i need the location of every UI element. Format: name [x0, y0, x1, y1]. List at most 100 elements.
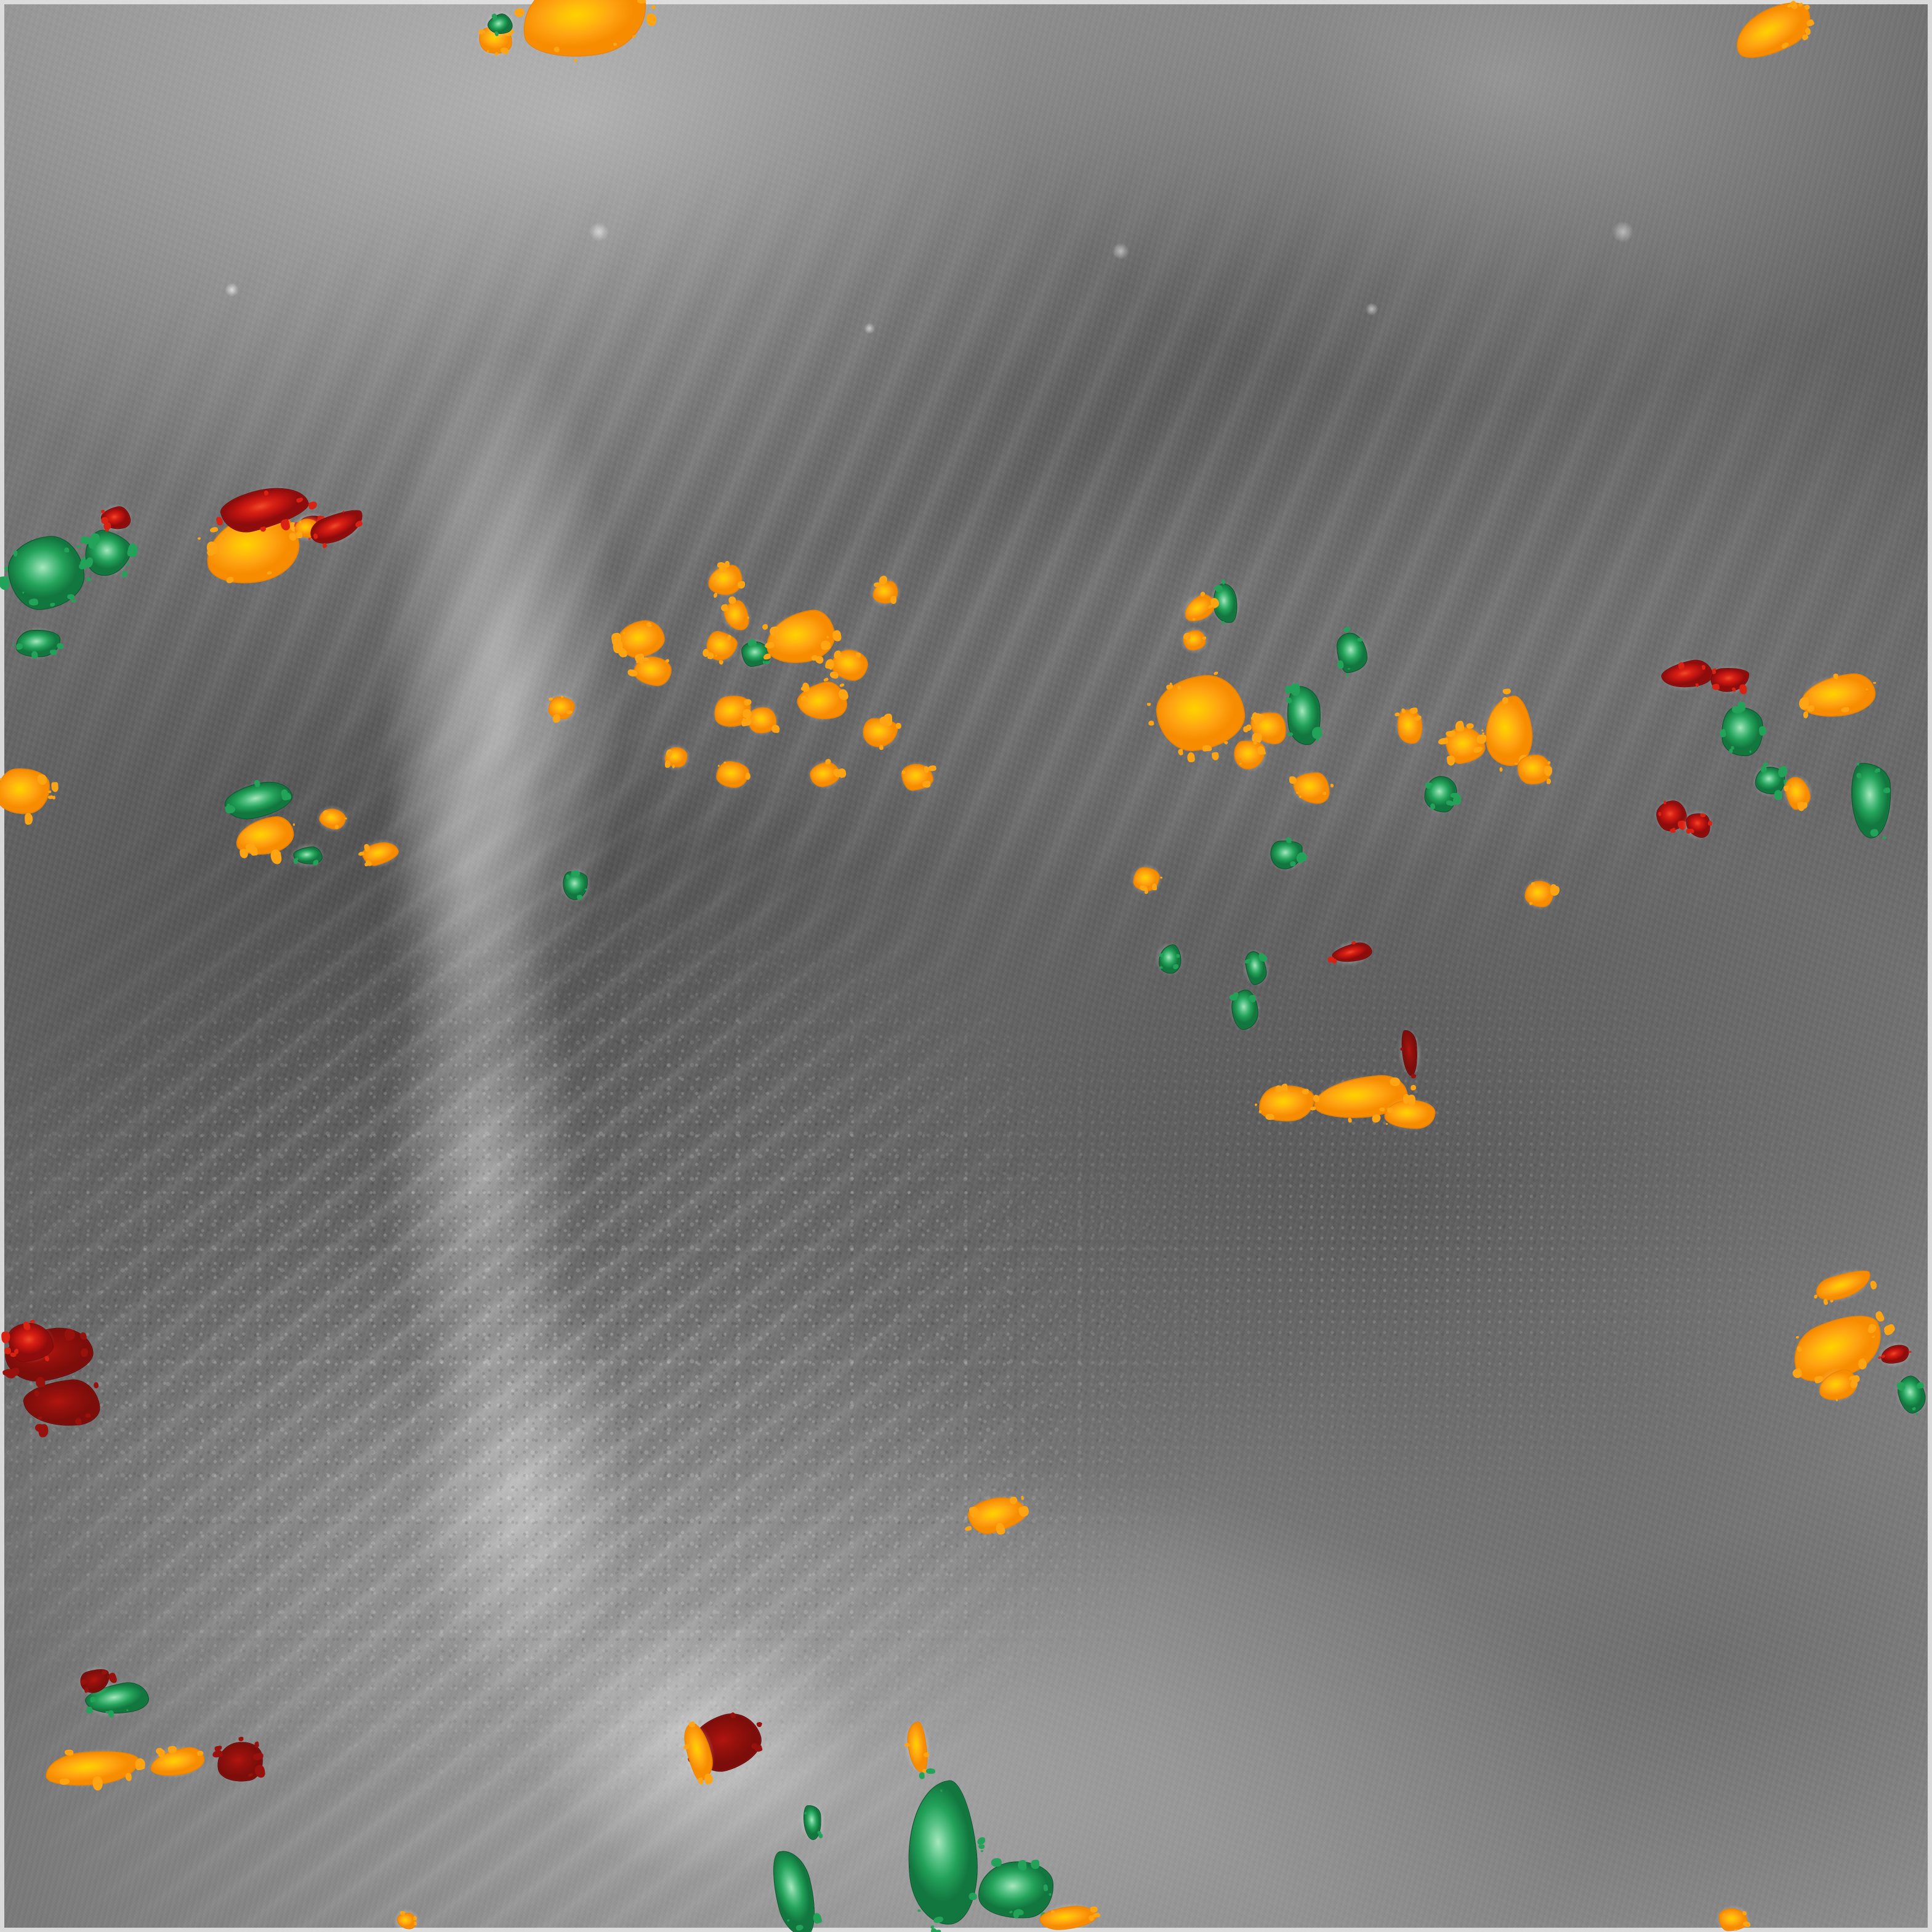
- cell-speckle: [57, 643, 64, 650]
- cell-speckle: [904, 1742, 911, 1747]
- cell-speckle: [724, 560, 730, 568]
- cell-speckle: [1296, 791, 1299, 794]
- cell-speckle: [964, 1525, 972, 1531]
- convective-cell-orange: [1377, 1092, 1443, 1137]
- convective-cell-green: [1336, 626, 1368, 677]
- cell-speckle: [1214, 671, 1218, 675]
- cell-speckle: [252, 1752, 265, 1761]
- cell-speckle: [107, 1672, 118, 1685]
- cell-speckle: [1476, 734, 1487, 745]
- cell-speckle: [1289, 776, 1297, 784]
- cell-speckle: [717, 562, 725, 568]
- cell-speckle: [1202, 636, 1207, 640]
- cell-speckle: [917, 1909, 921, 1912]
- convective-cell-orange: [234, 815, 296, 865]
- cell-speckle: [1286, 837, 1292, 844]
- cell-speckle: [1347, 668, 1350, 670]
- cell-speckle: [1299, 795, 1302, 798]
- cell-speckle: [52, 795, 56, 800]
- cell-speckle: [922, 780, 931, 788]
- cell-speckle: [1343, 626, 1351, 632]
- cell-speckle: [839, 683, 845, 687]
- cell-speckle: [991, 1858, 1002, 1867]
- cell-speckle: [4, 1347, 12, 1354]
- cell-speckle: [890, 595, 897, 604]
- cell-speckle: [1712, 669, 1716, 675]
- cell-fill: [518, 0, 651, 64]
- cell-speckle: [665, 659, 670, 663]
- cell-speckle: [141, 1766, 146, 1770]
- convective-cell-orange: [716, 761, 751, 788]
- cell-speckle: [1743, 1921, 1750, 1927]
- cell-speckle: [763, 653, 771, 661]
- cell-speckle: [400, 1911, 406, 1916]
- convective-cell-darkred: [1399, 1030, 1419, 1079]
- convective-cell-orange: [44, 1747, 146, 1791]
- cell-speckle: [1346, 674, 1349, 677]
- cell-speckle: [923, 1752, 930, 1758]
- cell-speckle: [925, 1768, 936, 1775]
- cell-speckle: [746, 776, 750, 781]
- cell-speckle: [1795, 1335, 1800, 1339]
- cell-speckle: [209, 526, 219, 533]
- cell-speckle: [1250, 716, 1255, 720]
- cell-speckle: [1146, 702, 1151, 707]
- cell-speckle: [1372, 1114, 1381, 1123]
- cell-speckle: [75, 1418, 83, 1426]
- convective-cell-green: [1849, 762, 1894, 839]
- convective-cell-green: [79, 528, 140, 581]
- cell-speckle: [1254, 1103, 1258, 1107]
- cell-speckle: [125, 1773, 132, 1782]
- cell-speckle: [1813, 1294, 1818, 1299]
- cell-speckle: [1695, 683, 1699, 688]
- cell-speckle: [976, 1837, 986, 1845]
- cell-speckle: [321, 542, 328, 549]
- cell-speckle: [1908, 1350, 1912, 1354]
- cell-fill: [1720, 705, 1765, 758]
- convective-cell-orange: [1813, 1266, 1878, 1306]
- cell-speckle: [561, 695, 564, 699]
- cell-fill: [1401, 1030, 1419, 1076]
- cell-speckle: [573, 58, 578, 62]
- cell-speckle: [1411, 1074, 1416, 1079]
- cell-fill: [1798, 672, 1877, 720]
- cell-speckle: [90, 1696, 97, 1702]
- cell-speckle: [1330, 783, 1334, 787]
- cell-speckle: [344, 817, 347, 819]
- cell-speckle: [1449, 802, 1455, 807]
- cell-speckle: [85, 1412, 91, 1419]
- convective-cell-green: [1244, 951, 1268, 985]
- cell-speckle: [1833, 673, 1838, 680]
- cell-speckle: [513, 7, 525, 18]
- cell-speckle: [51, 782, 59, 792]
- convective-cell-orange: [541, 689, 582, 727]
- cell-speckle: [334, 824, 339, 829]
- cell-speckle: [1183, 633, 1191, 640]
- cell-speckle: [94, 1382, 99, 1388]
- cell-fill: [1294, 773, 1329, 803]
- cell-speckle: [651, 4, 656, 10]
- convective-cell-orange: [149, 1745, 206, 1778]
- cell-speckle: [1265, 1113, 1274, 1121]
- cell-speckle: [1316, 738, 1319, 741]
- convective-cell-green: [1719, 701, 1767, 758]
- cell-speckle: [1253, 739, 1257, 745]
- cell-speckle: [1712, 683, 1720, 690]
- cell-speckle: [308, 536, 312, 541]
- cell-speckle: [566, 710, 573, 714]
- cell-speckle: [1803, 711, 1809, 718]
- convective-cell-orange: [720, 595, 750, 632]
- cell-speckle: [1866, 688, 1868, 691]
- cell-speckle: [737, 581, 746, 589]
- cell-fill: [549, 698, 574, 718]
- cell-speckle: [1672, 827, 1675, 831]
- cell-speckle: [1663, 800, 1667, 805]
- cell-fill: [1395, 708, 1425, 745]
- cell-speckle: [1529, 756, 1532, 760]
- cell-speckle: [1379, 1108, 1385, 1112]
- cell-speckle: [254, 1741, 260, 1748]
- convective-cell-red: [1710, 667, 1750, 694]
- cell-speckle: [1322, 791, 1327, 795]
